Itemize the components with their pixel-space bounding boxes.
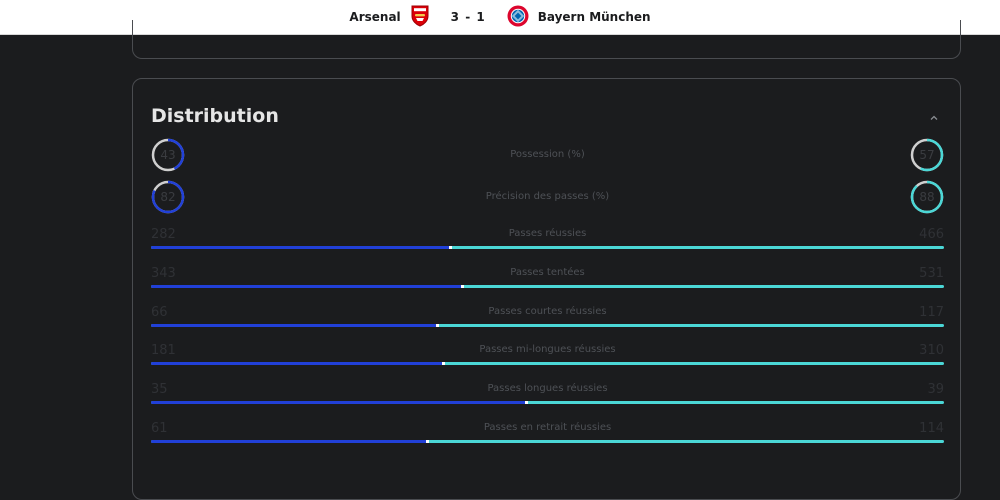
bar-divider (461, 284, 464, 288)
comparison-bar (151, 362, 944, 366)
stat-row-bar: 181 Passes mi-longues réussies 310 (151, 343, 944, 371)
comparison-bar (151, 246, 944, 249)
stat-row-bar: 343 Passes tentées 531 (151, 266, 944, 294)
match-header: Arsenal 3 - 1 Bayern München (0, 0, 1000, 35)
home-stat-value: 282 (151, 227, 176, 242)
away-stat-value: 39 (927, 382, 944, 398)
home-stat-value: 343 (151, 265, 176, 281)
bar-divider (449, 246, 452, 249)
stat-row-bar: 282 Passes réussies 466 (151, 227, 944, 255)
home-stat-value: 181 (151, 343, 176, 359)
away-stat-value: 114 (919, 421, 944, 436)
stat-label: Précision des passes (%) (485, 191, 610, 202)
comparison-bar (151, 323, 944, 327)
away-team[interactable]: Bayern München (498, 5, 651, 30)
stat-row-circle: 43 Possession (%) 57 (151, 138, 944, 172)
home-bar-fill (151, 323, 437, 327)
stat-label: Passes longues réussies (487, 383, 608, 395)
stat-label: Passes en retrait réussies (483, 422, 612, 433)
away-stat-value: 117 (919, 304, 944, 320)
stat-row-bar: 61 Passes en retrait réussies 114 (151, 421, 944, 449)
comparison-bar (151, 401, 944, 405)
bar-divider (436, 323, 439, 327)
stat-row-bar: 66 Passes courtes réussies 117 (151, 305, 944, 333)
home-stat-value: 61 (151, 421, 168, 436)
comparison-bar (151, 284, 944, 288)
stat-row-bar: 35 Passes longues réussies 39 (151, 382, 944, 410)
home-stat-value: 43 (160, 148, 176, 162)
previous-section-card (132, 20, 961, 59)
comparison-bar (151, 440, 944, 443)
away-stat-ring: 57 (910, 138, 944, 172)
home-stat-value: 82 (160, 190, 176, 204)
bar-divider (442, 362, 445, 366)
home-bar-fill (151, 284, 462, 288)
home-team[interactable]: Arsenal (349, 5, 438, 30)
home-stat-value: 35 (151, 382, 168, 398)
home-bar-fill (151, 401, 526, 405)
home-bar-fill (151, 246, 450, 249)
stat-label: Passes courtes réussies (488, 305, 607, 317)
home-stat-value: 66 (151, 304, 168, 320)
chevron-up-icon[interactable] (928, 109, 940, 121)
away-stat-value: 310 (919, 343, 944, 359)
stat-label: Passes tentées (510, 266, 585, 278)
bar-divider (426, 440, 429, 443)
home-stat-ring: 82 (151, 180, 185, 214)
distribution-section: Distribution 43 Possession (%) 57 82 Précisi… (132, 78, 961, 500)
home-stat-ring: 43 (151, 138, 185, 172)
away-team-name: Bayern München (537, 10, 651, 24)
home-team-name: Arsenal (349, 10, 401, 24)
away-stat-value: 531 (919, 265, 944, 281)
stat-label: Possession (%) (510, 149, 585, 160)
away-stat-value: 466 (919, 227, 944, 242)
bar-divider (525, 401, 528, 405)
arsenal-crest-icon (410, 5, 430, 30)
away-stat-ring: 88 (910, 180, 944, 214)
stat-label: Passes réussies (508, 228, 587, 239)
bayern-crest-icon (507, 5, 529, 30)
away-stat-value: 88 (919, 190, 935, 204)
stat-label: Passes mi-longues réussies (479, 344, 616, 356)
away-stat-value: 57 (919, 148, 935, 162)
match-score: 3 - 1 (450, 10, 486, 24)
stat-row-circle: 82 Précision des passes (%) 88 (151, 180, 944, 214)
section-title: Distribution (151, 105, 279, 127)
home-bar-fill (151, 440, 427, 443)
home-bar-fill (151, 362, 443, 366)
